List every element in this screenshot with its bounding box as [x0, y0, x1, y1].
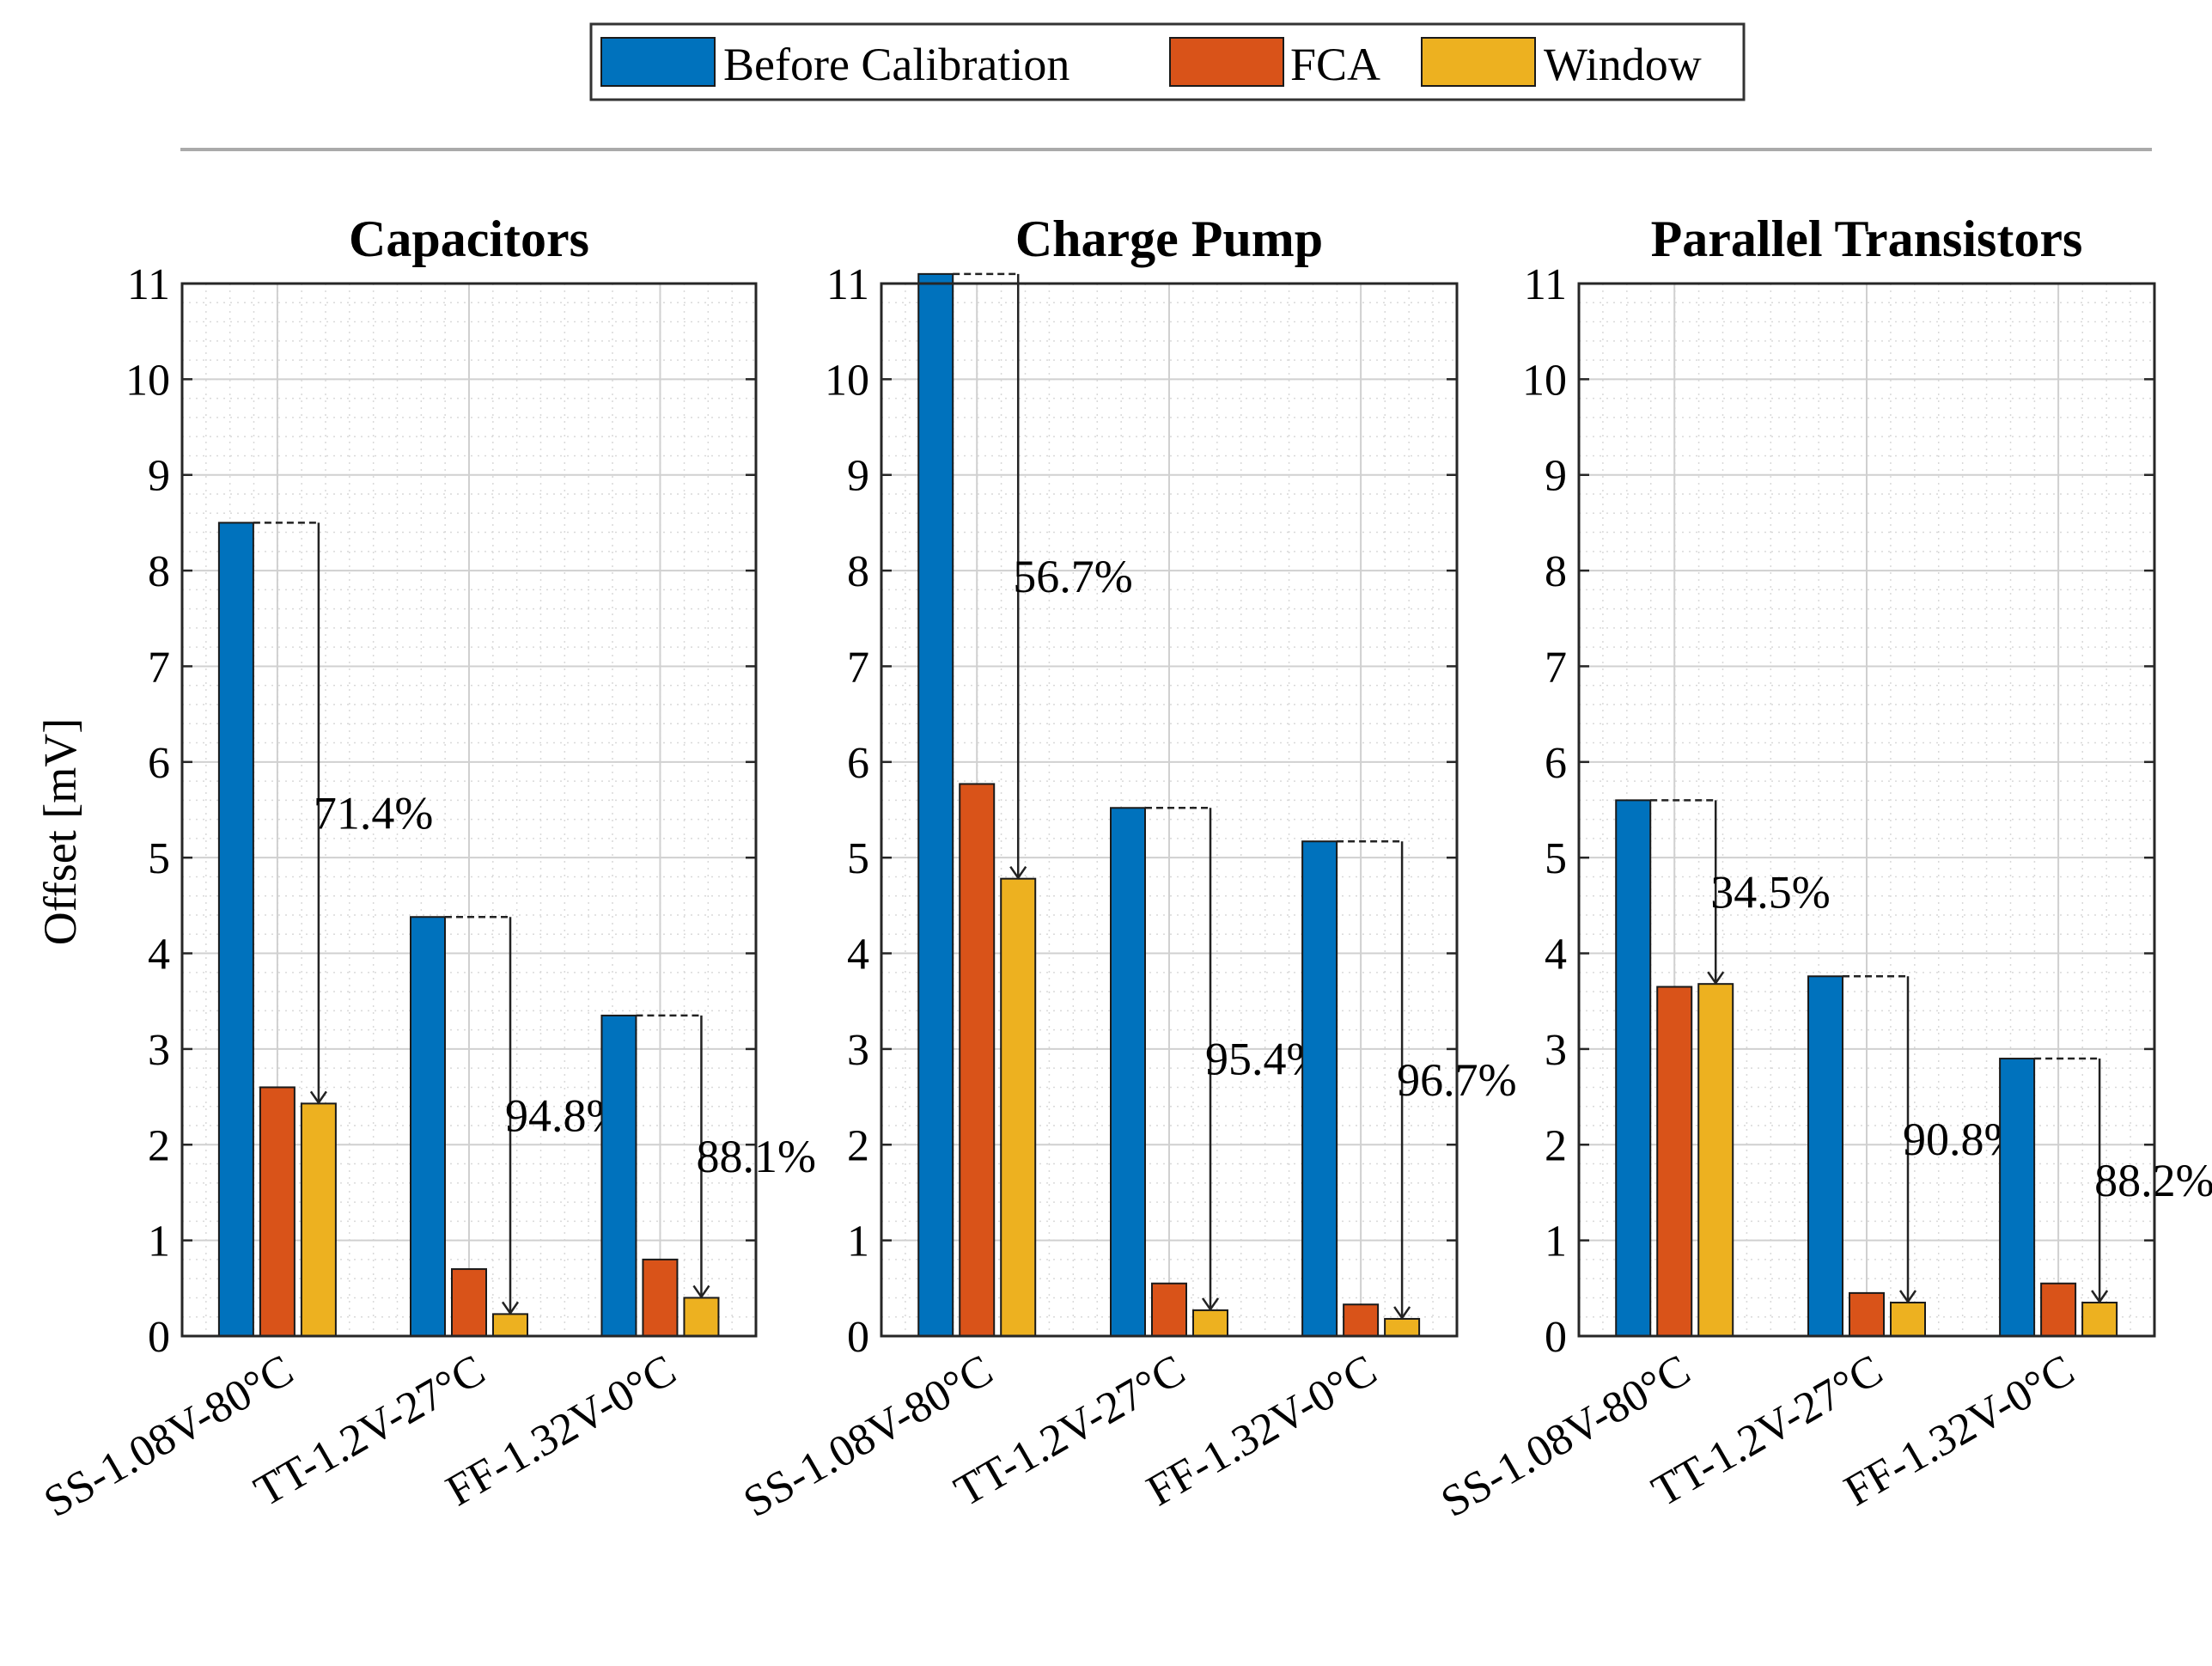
bar-window: [683, 1297, 720, 1338]
panel-1: 56.7%SS-1.08V-80°C95.4%TT-1.2V-27°C96.7%…: [735, 211, 1516, 1527]
legend-label-before: Before Calibration: [723, 39, 1069, 90]
bar-window: [1192, 1309, 1228, 1337]
bar-window: [1697, 983, 1734, 1337]
arrow-head: [1898, 1290, 1917, 1304]
bar-fca: [451, 1268, 487, 1337]
bar-window: [300, 1102, 337, 1337]
bar-fca: [259, 1086, 296, 1338]
bar-fca: [959, 783, 996, 1337]
arrow-head: [309, 1090, 327, 1105]
y-tick-label: 8: [847, 547, 869, 596]
reduction-label: 34.5%: [1710, 866, 1830, 918]
y-tick-label: 4: [148, 931, 170, 979]
legend-swatch-fca: [1169, 37, 1284, 87]
y-tick-label: 3: [1545, 1026, 1567, 1075]
bar-window: [1000, 877, 1037, 1337]
y-tick-label: 7: [1545, 643, 1567, 692]
y-tick-label: 8: [1545, 547, 1567, 596]
arrow-head: [1707, 971, 1725, 986]
y-tick-label: 9: [1545, 452, 1567, 501]
y-tick-label: 3: [847, 1026, 869, 1075]
y-tick-label: 0: [847, 1313, 869, 1362]
y-tick-label: 6: [148, 739, 170, 788]
bar-window: [1384, 1317, 1421, 1338]
panel-title: Capacitors: [349, 211, 589, 267]
y-tick-label: 8: [148, 547, 170, 596]
y-tick-label: 6: [1545, 739, 1567, 788]
bar-before-calibration: [1110, 807, 1146, 1337]
y-tick-label: 10: [825, 356, 869, 405]
legend-label-fca: FCA: [1290, 39, 1380, 90]
axes-box: [180, 282, 758, 1338]
arrow-head: [1393, 1306, 1411, 1321]
bar-fca: [1849, 1291, 1885, 1337]
bar-before-calibration: [410, 916, 446, 1338]
bar-before-calibration: [917, 272, 954, 1337]
legend: Before Calibration FCA Window: [589, 22, 1746, 101]
y-tick-label: 2: [148, 1121, 170, 1170]
panel-0: 71.4%SS-1.08V-80°C94.8%TT-1.2V-27°C88.1%…: [36, 211, 816, 1527]
bar-fca: [1343, 1303, 1380, 1337]
panel-title: Charge Pump: [1015, 211, 1323, 267]
bar-window: [1890, 1302, 1926, 1337]
axes-box: [1577, 282, 2156, 1338]
y-tick-label: 0: [1545, 1313, 1567, 1362]
bar-fca: [642, 1258, 679, 1337]
bar-window: [492, 1313, 528, 1337]
arrow-head: [692, 1285, 710, 1299]
y-tick-label: 7: [847, 643, 869, 692]
y-tick-label: 10: [1522, 356, 1567, 405]
bar-before-calibration: [1807, 975, 1843, 1337]
y-tick-label: 6: [847, 739, 869, 788]
arrow-head: [501, 1301, 520, 1315]
y-tick-label: 2: [847, 1121, 869, 1170]
y-tick-label: 11: [826, 260, 869, 309]
reduction-label: 71.4%: [314, 787, 433, 839]
arrow-head: [1201, 1297, 1220, 1312]
y-tick-label: 5: [1545, 834, 1567, 883]
y-tick-label: 0: [148, 1313, 170, 1362]
y-tick-label: 2: [1545, 1121, 1567, 1170]
reduction-label: 56.7%: [1013, 551, 1132, 602]
y-axis-label: Offset [mV]: [34, 718, 86, 945]
bar-before-calibration: [600, 1014, 637, 1337]
y-tick-label: 3: [148, 1026, 170, 1075]
arrow-head: [2091, 1290, 2109, 1304]
bar-fca: [1656, 986, 1693, 1337]
bar-before-calibration: [1999, 1058, 2036, 1337]
bar-fca: [1151, 1282, 1187, 1337]
bar-before-calibration: [217, 522, 254, 1337]
arrow-head: [1009, 865, 1027, 880]
y-tick-label: 11: [1524, 260, 1567, 309]
y-tick-label: 1: [847, 1217, 869, 1266]
y-tick-label: 9: [847, 452, 869, 501]
y-tick-label: 5: [148, 834, 170, 883]
y-tick-label: 10: [125, 356, 170, 405]
y-tick-label: 7: [148, 643, 170, 692]
y-tick-label: 4: [847, 931, 869, 979]
bar-fca: [2040, 1282, 2077, 1337]
panel-2: 34.5%SS-1.08V-80°C90.8%TT-1.2V-27°C88.2%…: [1433, 211, 2212, 1527]
bar-before-calibration: [1615, 799, 1652, 1337]
y-tick-label: 1: [148, 1217, 170, 1266]
legend-swatch-before: [600, 37, 716, 87]
panel-title: Parallel Transistors: [1651, 211, 2083, 267]
legend-label-window: Window: [1544, 39, 1702, 90]
legend-swatch-window: [1421, 37, 1536, 87]
y-tick-label: 4: [1545, 931, 1567, 979]
y-tick-label: 9: [148, 452, 170, 501]
y-tick-label: 5: [847, 834, 869, 883]
bar-window: [2081, 1302, 2118, 1337]
axes-box: [880, 282, 1459, 1338]
legend-box: [589, 22, 1746, 101]
y-tick-label: 1: [1545, 1217, 1567, 1266]
bar-before-calibration: [1301, 840, 1338, 1337]
y-tick-label: 11: [127, 260, 170, 309]
